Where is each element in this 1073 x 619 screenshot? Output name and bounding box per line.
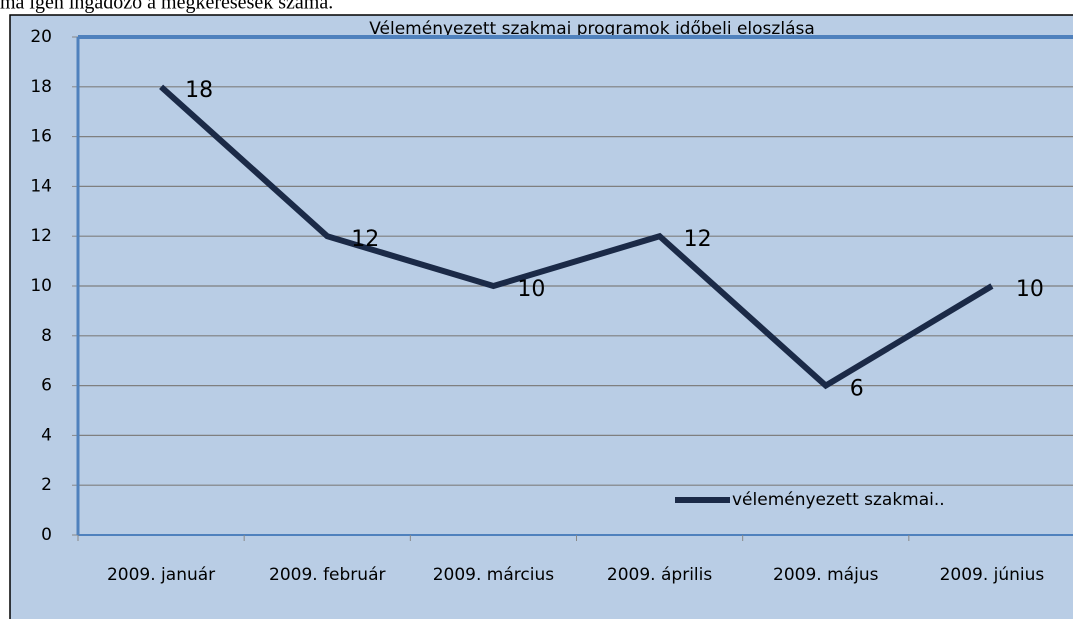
y-tick-label: 10 [30, 276, 52, 296]
x-tick-label: 2009. április [607, 565, 712, 585]
y-tick-label: 12 [30, 226, 52, 246]
x-tick-label: 2009. június [940, 565, 1045, 585]
data-label: 12 [351, 227, 379, 252]
y-tick-label: 20 [30, 27, 52, 47]
y-tick-label: 16 [30, 127, 52, 147]
x-tick-label: 2009. május [773, 565, 879, 585]
chart-title: Véleményezett szakmai programok időbeli … [369, 19, 815, 39]
y-tick-label: 14 [30, 176, 52, 196]
legend-label: véleményezett szakmai.. [732, 490, 945, 510]
x-tick-label: 2009. január [107, 565, 215, 585]
data-line [159, 84, 994, 390]
y-tick-label: 6 [41, 376, 52, 396]
data-label: 6 [850, 377, 864, 402]
y-tick-label: 18 [30, 77, 52, 97]
x-tick-label: 2009. március [433, 565, 555, 585]
caption: ma igen ingadozó a megkeresések száma. [0, 0, 333, 14]
data-label: 10 [517, 277, 545, 302]
y-tick-label: 8 [41, 326, 52, 346]
data-label: 12 [684, 227, 712, 252]
data-label: 10 [1016, 277, 1044, 302]
y-tick-label: 2 [41, 475, 52, 495]
data-label: 18 [185, 78, 213, 103]
x-tick-label: 2009. február [269, 565, 385, 585]
y-tick-label: 0 [41, 525, 52, 545]
y-tick-label: 4 [41, 425, 52, 445]
